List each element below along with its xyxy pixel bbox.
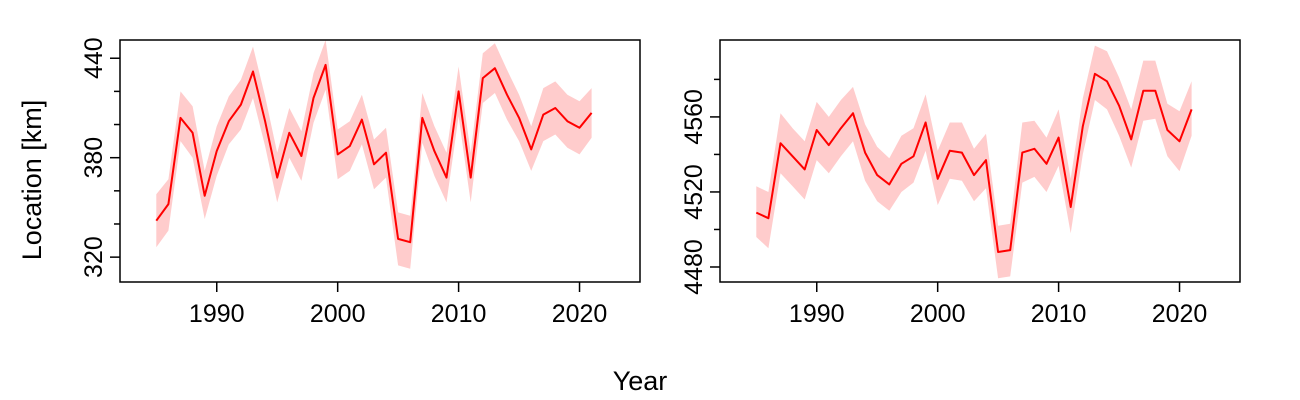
y-tick-label: 4480 bbox=[680, 239, 708, 295]
right-panel: 1990 2000 2010 2020 4480 4520 4560 bbox=[680, 39, 1241, 328]
x-tick-label: 2020 bbox=[1152, 300, 1208, 328]
left-panel: 1990 2000 2010 2020 320 380 440 bbox=[80, 37, 641, 328]
y-tick-label: 380 bbox=[80, 137, 108, 179]
plot-frame bbox=[719, 39, 1241, 283]
x-tick-label: 1990 bbox=[189, 300, 245, 328]
y-axis-title: Location [km] bbox=[17, 100, 47, 261]
plot-frame bbox=[119, 39, 641, 283]
series-line bbox=[155, 63, 593, 244]
x-tick-label: 1990 bbox=[789, 300, 845, 328]
confidence-band bbox=[756, 45, 1192, 279]
series-line bbox=[755, 72, 1193, 253]
x-tick-label: 2000 bbox=[310, 300, 366, 328]
y-tick-label: 4560 bbox=[680, 89, 708, 145]
x-axis-title: Year bbox=[613, 366, 668, 396]
x-tick-label: 2010 bbox=[431, 300, 487, 328]
x-tick-label: 2010 bbox=[1031, 300, 1087, 328]
y-tick-label: 320 bbox=[80, 236, 108, 278]
y-tick-label: 4520 bbox=[680, 164, 708, 220]
y-tick-label: 440 bbox=[80, 37, 108, 79]
confidence-band bbox=[156, 40, 592, 269]
x-tick-label: 2020 bbox=[552, 300, 608, 328]
x-tick-label: 2000 bbox=[910, 300, 966, 328]
